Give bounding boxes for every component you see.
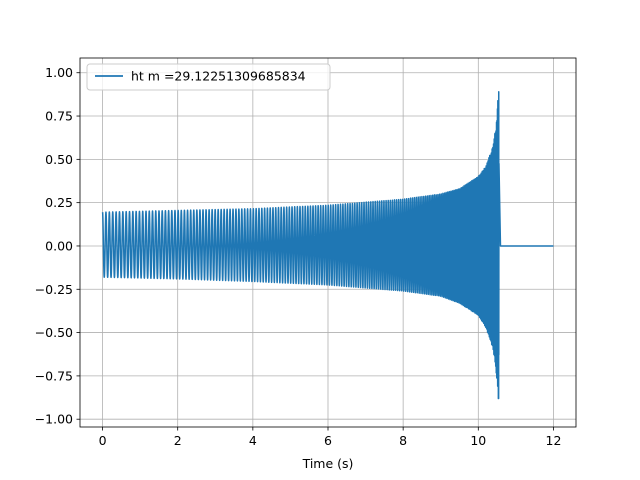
x-tick-label: 8 (399, 433, 407, 448)
x-tick-label: 0 (99, 433, 107, 448)
y-tick-label: −0.25 (35, 282, 73, 297)
y-tick-label: 0.25 (45, 195, 73, 210)
series-layer (101, 90, 554, 400)
y-tick-label: 1.00 (45, 65, 73, 80)
x-tick-label: 6 (324, 433, 332, 448)
y-tick-label: 0.75 (45, 109, 73, 124)
y-tick-label: 0.00 (45, 238, 73, 253)
legend-entry-label: ht m =29.12251309685834 (131, 69, 306, 84)
series-line-ht (101, 90, 554, 400)
legend-box (86, 63, 331, 91)
y-tick-label: −1.00 (35, 412, 73, 427)
y-tick-label: −0.50 (35, 325, 73, 340)
y-tick-label: 0.50 (45, 152, 73, 167)
y-tick-label: −0.75 (35, 368, 73, 383)
x-tick-label: 10 (470, 433, 486, 448)
x-tick-label: 4 (249, 433, 257, 448)
x-tick-label: 12 (546, 433, 562, 448)
x-tick-label: 2 (174, 433, 182, 448)
x-axis: 0 2 4 6 8 10 12 (99, 427, 562, 448)
legend: ht m =29.12251309685834 (86, 63, 331, 91)
x-axis-label: Time (s) (302, 456, 354, 471)
y-axis: 1.00 0.75 0.50 0.25 0.00 −0.25 −0.50 −0.75 −1.00 (35, 65, 80, 427)
